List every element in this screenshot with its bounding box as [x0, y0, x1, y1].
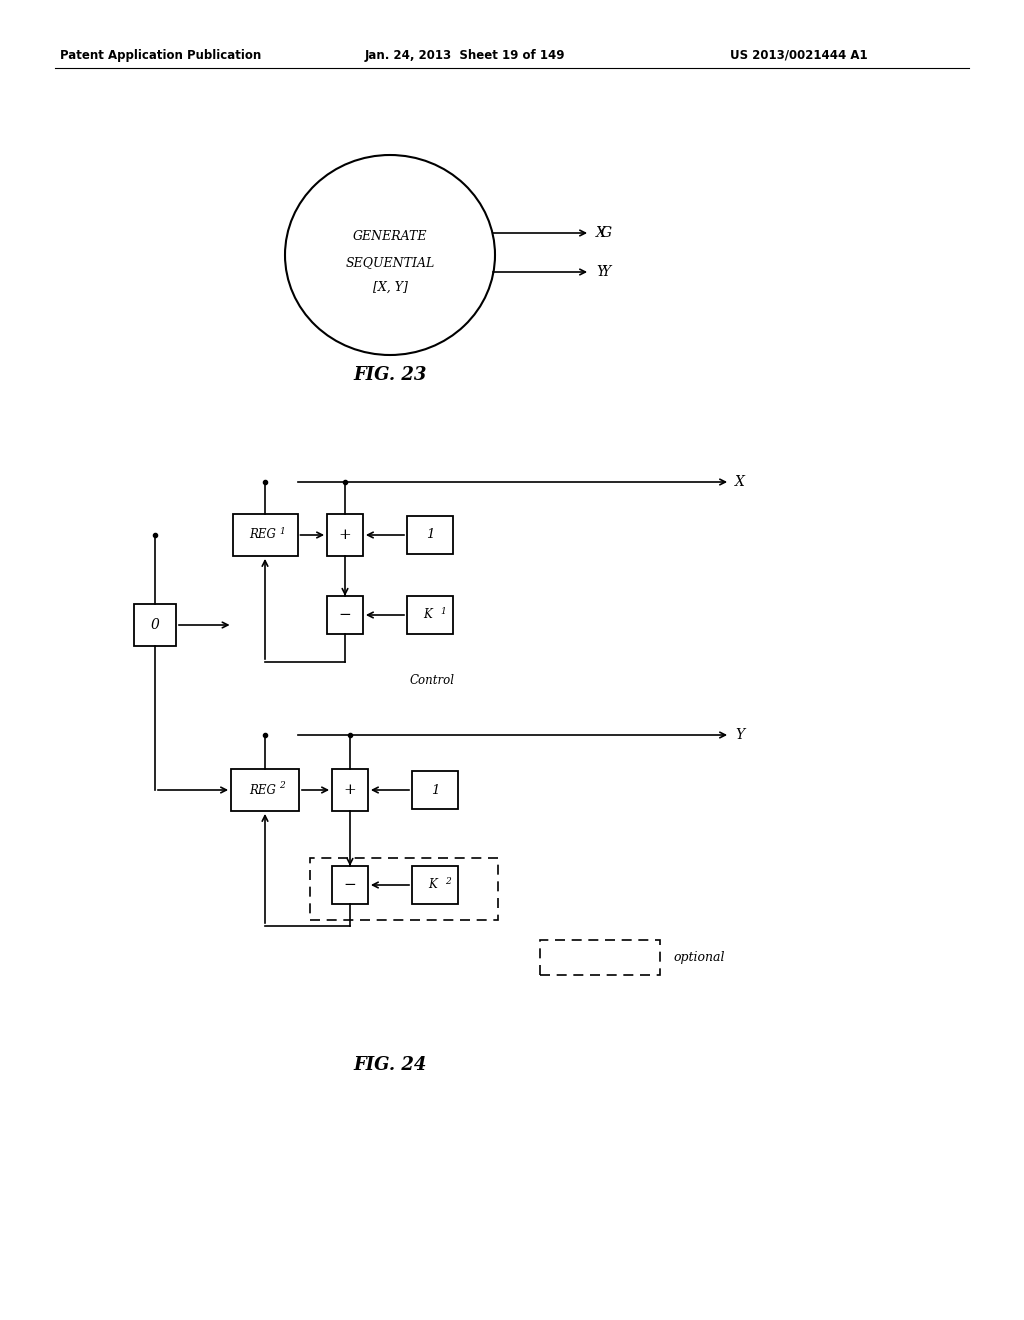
Text: Control: Control [410, 673, 455, 686]
Text: Y: Y [735, 729, 744, 742]
Text: 1: 1 [279, 527, 285, 536]
Text: Jan. 24, 2013  Sheet 19 of 149: Jan. 24, 2013 Sheet 19 of 149 [365, 49, 565, 62]
Text: K: K [424, 609, 432, 622]
Bar [332, 770, 368, 810]
Text: 2: 2 [279, 781, 285, 791]
Text: FIG. 23: FIG. 23 [353, 366, 427, 384]
Bar [232, 513, 298, 556]
Text: Y: Y [596, 265, 605, 279]
Text: −: − [339, 609, 351, 622]
Bar [407, 597, 453, 634]
Text: REG: REG [250, 784, 276, 796]
Text: REG: REG [250, 528, 276, 541]
Text: US 2013/0021444 A1: US 2013/0021444 A1 [730, 49, 867, 62]
Text: 1: 1 [440, 606, 445, 615]
Text: Patent Application Publication: Patent Application Publication [60, 49, 261, 62]
Text: −: − [344, 878, 356, 892]
Text: +: + [344, 783, 356, 797]
Bar [412, 866, 458, 904]
Text: optional: optional [673, 950, 725, 964]
Bar [407, 516, 453, 554]
Text: +: + [339, 528, 351, 543]
Text: SEQUENTIAL: SEQUENTIAL [345, 256, 434, 269]
Text: 2: 2 [445, 876, 451, 886]
Bar [327, 597, 362, 634]
Bar [332, 866, 368, 904]
Bar [231, 770, 299, 810]
Text: K: K [429, 879, 437, 891]
Text: 1: 1 [426, 528, 434, 541]
Text: 0: 0 [151, 618, 160, 632]
Text: GENERATE: GENERATE [352, 231, 427, 243]
Bar [540, 940, 660, 975]
Text: X: X [735, 475, 744, 488]
Text: FIG. 24: FIG. 24 [353, 1056, 427, 1074]
Text: X: X [596, 226, 606, 240]
Bar [134, 605, 176, 645]
Text: Y: Y [601, 265, 610, 279]
Text: G: G [601, 226, 612, 240]
Text: [X, Y]: [X, Y] [373, 281, 408, 293]
Bar [412, 771, 458, 809]
Bar [327, 513, 362, 556]
Bar [310, 858, 498, 920]
Text: 1: 1 [431, 784, 439, 796]
